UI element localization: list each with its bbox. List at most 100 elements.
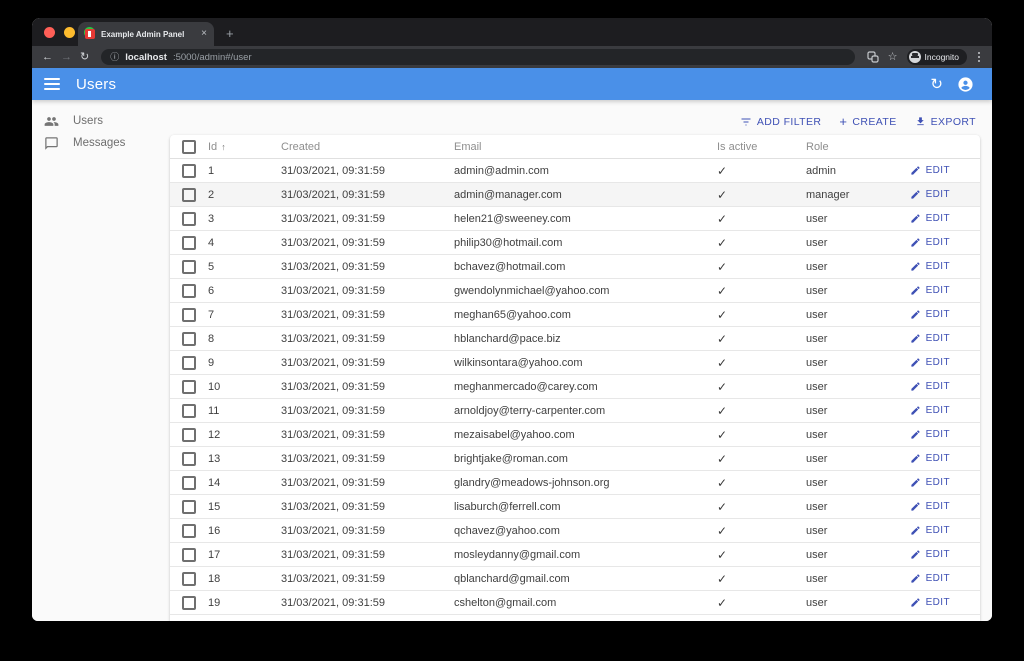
table-row[interactable]: 16 31/03/2021, 09:31:59 qchavez@yahoo.co… xyxy=(170,519,980,543)
row-checkbox[interactable] xyxy=(182,547,196,562)
edit-button[interactable]: EDIT xyxy=(910,309,950,320)
table-row[interactable]: 8 31/03/2021, 09:31:59 hblanchard@pace.b… xyxy=(170,327,980,351)
row-checkbox[interactable] xyxy=(182,571,196,586)
incognito-icon xyxy=(908,51,921,63)
table-body: 1 31/03/2021, 09:31:59 admin@admin.com ✓… xyxy=(170,159,980,615)
table-row[interactable]: 17 31/03/2021, 09:31:59 mosleydanny@gmai… xyxy=(170,543,980,567)
tab-close-icon[interactable]: × xyxy=(201,28,207,39)
table-row[interactable]: 1 31/03/2021, 09:31:59 admin@admin.com ✓… xyxy=(170,159,980,183)
edit-button[interactable]: EDIT xyxy=(910,477,950,488)
row-checkbox[interactable] xyxy=(182,451,196,466)
sidebar-item-users[interactable]: Users xyxy=(32,110,170,132)
row-checkbox[interactable] xyxy=(182,379,196,394)
header-role[interactable]: Role xyxy=(806,140,829,153)
edit-button[interactable]: EDIT xyxy=(910,189,950,200)
table-row[interactable]: 15 31/03/2021, 09:31:59 lisaburch@ferrel… xyxy=(170,495,980,519)
cell-role: user xyxy=(806,404,828,417)
address-bar[interactable]: ⓘ localhost:5000/admin#/user xyxy=(101,49,855,65)
table-row[interactable]: 18 31/03/2021, 09:31:59 qblanchard@gmail… xyxy=(170,567,980,591)
edit-button[interactable]: EDIT xyxy=(910,381,950,392)
cell-created: 31/03/2021, 09:31:59 xyxy=(281,404,385,417)
add-filter-button[interactable]: ADD FILTER xyxy=(740,116,821,128)
row-checkbox[interactable] xyxy=(182,475,196,490)
cell-created: 31/03/2021, 09:31:59 xyxy=(281,428,385,441)
row-checkbox[interactable] xyxy=(182,235,196,250)
edit-button[interactable]: EDIT xyxy=(910,597,950,608)
sidebar-item-messages[interactable]: Messages xyxy=(32,132,170,154)
row-checkbox[interactable] xyxy=(182,259,196,274)
edit-button[interactable]: EDIT xyxy=(910,213,950,224)
table-row[interactable]: 11 31/03/2021, 09:31:59 arnoldjoy@terry-… xyxy=(170,399,980,423)
table-row[interactable]: 9 31/03/2021, 09:31:59 wilkinsontara@yah… xyxy=(170,351,980,375)
reload-icon[interactable]: ↻ xyxy=(80,50,90,63)
browser-tab[interactable]: Example Admin Panel × xyxy=(78,22,214,46)
row-checkbox[interactable] xyxy=(182,499,196,514)
cell-role: user xyxy=(806,452,828,465)
edit-button[interactable]: EDIT xyxy=(910,549,950,560)
translate-icon[interactable] xyxy=(867,51,879,63)
table-row[interactable]: 13 31/03/2021, 09:31:59 brightjake@roman… xyxy=(170,447,980,471)
cell-id: 3 xyxy=(208,212,215,225)
browser-menu-icon[interactable] xyxy=(976,52,982,62)
row-checkbox[interactable] xyxy=(182,427,196,442)
table-row[interactable]: 4 31/03/2021, 09:31:59 philip30@hotmail.… xyxy=(170,231,980,255)
edit-button[interactable]: EDIT xyxy=(910,429,950,440)
table-row[interactable]: 10 31/03/2021, 09:31:59 meghanmercado@ca… xyxy=(170,375,980,399)
menu-icon[interactable] xyxy=(44,74,60,94)
select-all-checkbox[interactable] xyxy=(182,139,196,154)
tab-favicon-icon xyxy=(85,29,95,39)
row-checkbox[interactable] xyxy=(182,523,196,538)
row-checkbox[interactable] xyxy=(182,211,196,226)
row-checkbox[interactable] xyxy=(182,307,196,322)
row-checkbox[interactable] xyxy=(182,595,196,610)
close-window-button[interactable] xyxy=(44,27,55,38)
table-row[interactable]: 3 31/03/2021, 09:31:59 helen21@sweeney.c… xyxy=(170,207,980,231)
minimize-window-button[interactable] xyxy=(64,27,75,38)
edit-button[interactable]: EDIT xyxy=(910,285,950,296)
table-row[interactable]: 14 31/03/2021, 09:31:59 glandry@meadows-… xyxy=(170,471,980,495)
cell-email: mezaisabel@yahoo.com xyxy=(454,428,575,441)
table-row[interactable]: 19 31/03/2021, 09:31:59 cshelton@gmail.c… xyxy=(170,591,980,615)
table-row[interactable]: 2 31/03/2021, 09:31:59 admin@manager.com… xyxy=(170,183,980,207)
refresh-icon[interactable]: ↻ xyxy=(930,75,943,93)
account-circle-icon[interactable] xyxy=(957,76,974,93)
site-info-icon[interactable]: ⓘ xyxy=(110,51,120,62)
create-button[interactable]: + CREATE xyxy=(839,114,897,129)
header-email[interactable]: Email xyxy=(454,140,482,153)
cell-is-active: ✓ xyxy=(709,548,798,562)
edit-button[interactable]: EDIT xyxy=(910,525,950,536)
header-is-active[interactable]: Is active xyxy=(717,140,758,153)
cell-email: cshelton@gmail.com xyxy=(454,596,557,609)
edit-button[interactable]: EDIT xyxy=(910,165,950,176)
edit-button[interactable]: EDIT xyxy=(910,453,950,464)
header-created[interactable]: Created xyxy=(281,140,321,153)
edit-button[interactable]: EDIT xyxy=(910,333,950,344)
export-button[interactable]: EXPORT xyxy=(915,116,976,128)
bookmark-star-icon[interactable]: ☆ xyxy=(887,50,898,63)
cell-id: 8 xyxy=(208,332,215,345)
edit-button[interactable]: EDIT xyxy=(910,237,950,248)
header-id[interactable]: Id ↑ xyxy=(208,140,226,153)
back-icon[interactable]: ← xyxy=(42,50,53,63)
row-checkbox[interactable] xyxy=(182,163,196,178)
pencil-icon xyxy=(910,502,920,511)
browser-tabstrip: Example Admin Panel × + xyxy=(32,18,992,46)
edit-button[interactable]: EDIT xyxy=(910,261,950,272)
row-checkbox[interactable] xyxy=(182,331,196,346)
table-row[interactable]: 12 31/03/2021, 09:31:59 mezaisabel@yahoo… xyxy=(170,423,980,447)
cell-is-active: ✓ xyxy=(709,596,798,610)
row-checkbox[interactable] xyxy=(182,187,196,202)
edit-button[interactable]: EDIT xyxy=(910,573,950,584)
new-tab-button[interactable]: + xyxy=(226,26,234,41)
row-checkbox[interactable] xyxy=(182,283,196,298)
table-row[interactable]: 5 31/03/2021, 09:31:59 bchavez@hotmail.c… xyxy=(170,255,980,279)
row-checkbox[interactable] xyxy=(182,355,196,370)
table-row[interactable]: 7 31/03/2021, 09:31:59 meghan65@yahoo.co… xyxy=(170,303,980,327)
cell-role: user xyxy=(806,212,828,225)
table-row[interactable]: 6 31/03/2021, 09:31:59 gwendolynmichael@… xyxy=(170,279,980,303)
edit-button[interactable]: EDIT xyxy=(910,357,950,368)
edit-button[interactable]: EDIT xyxy=(910,405,950,416)
row-checkbox[interactable] xyxy=(182,403,196,418)
edit-button[interactable]: EDIT xyxy=(910,501,950,512)
cell-email: bchavez@hotmail.com xyxy=(454,260,566,273)
